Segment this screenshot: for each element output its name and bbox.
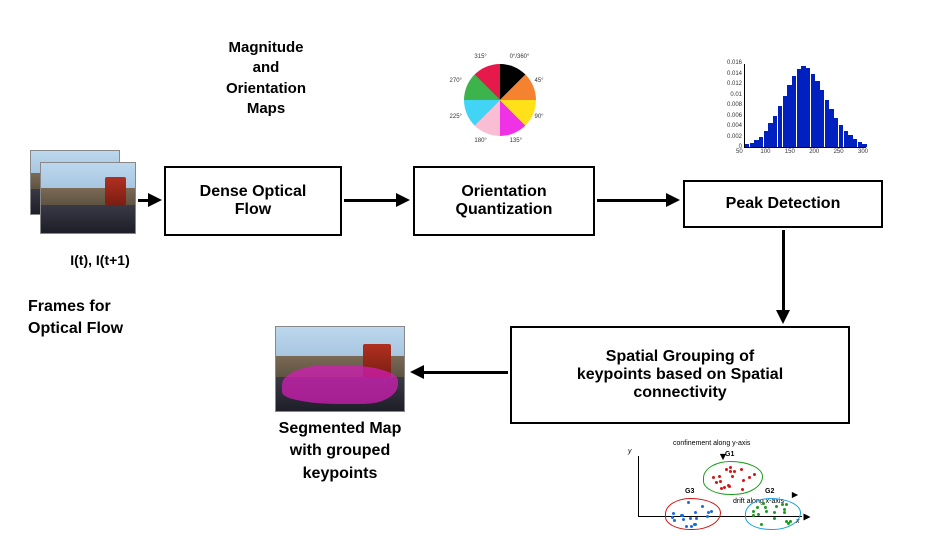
- segmented-caption-label: Segmented Mapwith groupedkeypoints: [235, 418, 445, 485]
- magnitude-orientation-maps-label: MagnitudeandOrientationMaps: [196, 38, 336, 119]
- spatial-grouping-scatter: yxconfinement along y-axisdrift along x-…: [618, 438, 808, 528]
- segmented-map-image: [275, 326, 405, 412]
- spatial-grouping-box: Spatial Grouping ofkeypoints based on Sp…: [510, 326, 850, 424]
- frames-input-label: I(t), I(t+1): [40, 252, 160, 269]
- orientation-quantization-box: OrientationQuantization: [413, 166, 595, 236]
- orientation-pie-chart: 0°/360°45°90°135°180°225°270°315°: [464, 64, 536, 136]
- frames-caption-label: Frames forOptical Flow: [28, 296, 188, 341]
- peak-detection-box: Peak Detection: [683, 180, 883, 228]
- dense-optical-flow-box: Dense OpticalFlow: [164, 166, 342, 236]
- input-frame-front-image: [40, 162, 136, 234]
- peak-histogram-chart: 00.0020.0040.0060.0080.010.0120.0140.016…: [720, 60, 870, 160]
